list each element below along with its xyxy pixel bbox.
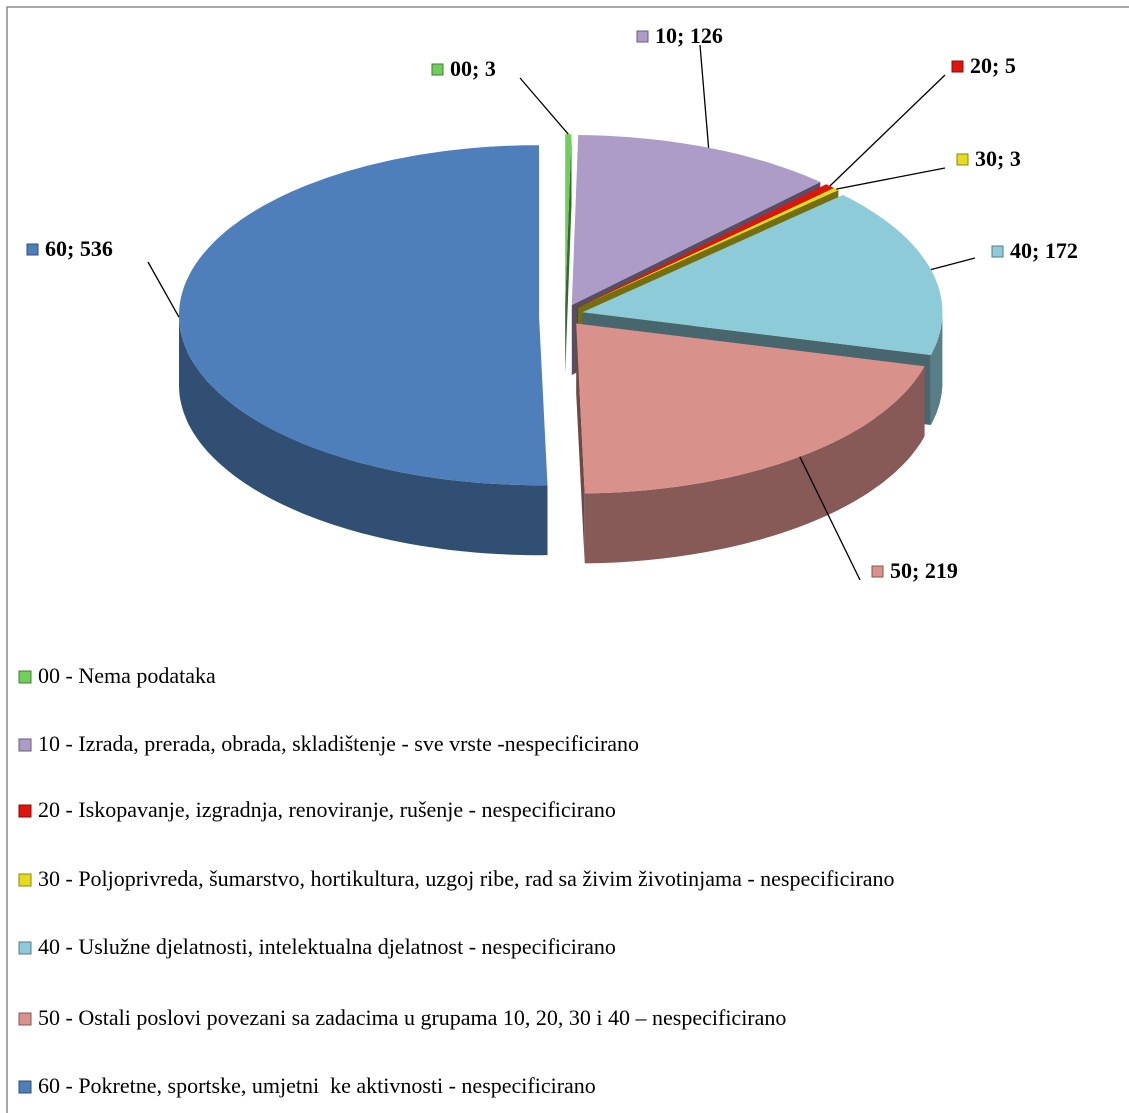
leader-line — [519, 77, 569, 135]
legend-label: 20 - Iskopavanje, izgradnja, renoviranje… — [38, 797, 616, 822]
leader-line — [829, 74, 946, 187]
slice — [565, 134, 572, 305]
legend-marker — [18, 804, 32, 818]
leader-line — [799, 456, 861, 581]
legend-label: 40 - Uslužne djelatnosti, intelektualna … — [38, 934, 616, 959]
label-marker — [991, 245, 1004, 258]
slice — [571, 135, 821, 305]
legend-marker — [18, 1080, 32, 1094]
slice — [576, 323, 925, 494]
slice-side — [584, 366, 925, 564]
slice-tops — [179, 134, 943, 494]
legend-label: 50 - Ostali poslovi povezani sa zadacima… — [38, 1005, 786, 1030]
slice-side — [930, 312, 943, 425]
slice — [577, 188, 839, 308]
data-label: 50; 219 — [890, 558, 958, 583]
label-marker — [871, 565, 884, 578]
label-marker — [26, 243, 39, 256]
leader-line — [147, 261, 180, 318]
leader-line — [836, 167, 946, 190]
legend-marker — [18, 670, 32, 684]
data-label: 10; 126 — [655, 23, 723, 48]
slice-side — [179, 315, 548, 556]
slice-radial-side — [565, 134, 572, 375]
data-label: 60; 536 — [45, 236, 113, 261]
slice — [179, 145, 548, 486]
legend-label: 30 - Poljoprivreda, šumarstvo, hortikult… — [38, 866, 895, 891]
data-label: 40; 172 — [1010, 238, 1078, 263]
label-marker — [636, 30, 649, 43]
slice — [582, 195, 943, 355]
legend-label: 60 - Pokretne, sportske, umjetni ke akti… — [38, 1073, 596, 1098]
legend-label: 00 - Nema podataka — [38, 663, 216, 688]
slice-radial-side — [576, 323, 585, 564]
leader-line — [699, 44, 710, 148]
legend-marker — [18, 738, 32, 752]
slice — [577, 184, 834, 308]
data-label: 30; 3 — [975, 146, 1021, 171]
legend-marker — [18, 1012, 32, 1026]
label-marker — [951, 60, 964, 73]
label-marker — [956, 153, 969, 166]
data-label: 20; 5 — [970, 53, 1016, 78]
legend-marker — [18, 873, 32, 887]
label-marker — [431, 63, 444, 76]
leader-line — [930, 257, 976, 271]
data-label: 00; 3 — [450, 56, 496, 81]
legend-marker — [18, 941, 32, 955]
legend-label: 10 - Izrada, prerada, obrada, skladišten… — [38, 731, 639, 756]
